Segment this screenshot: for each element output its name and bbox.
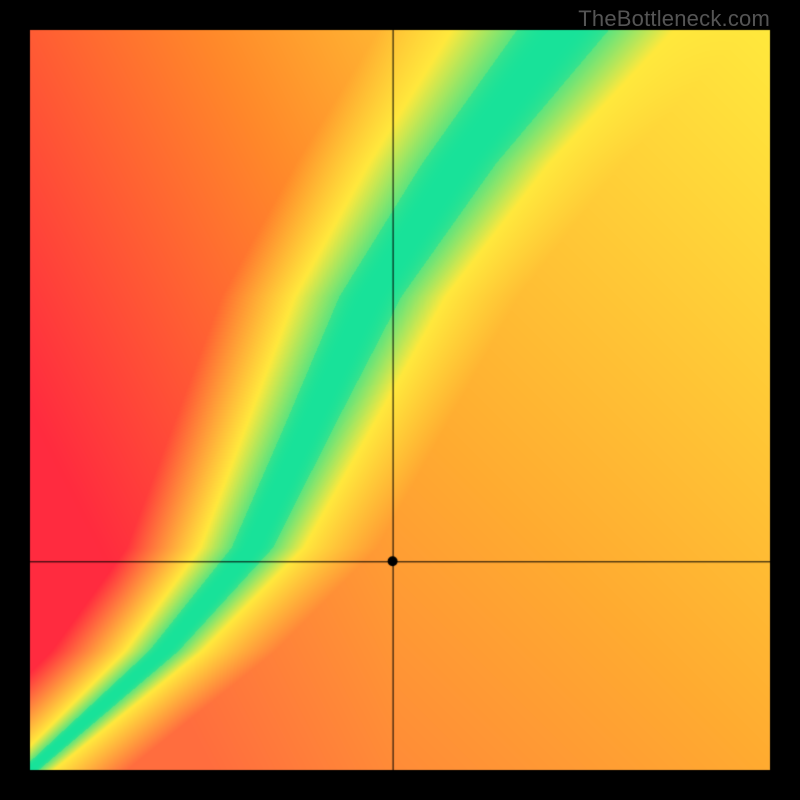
heatmap-canvas: [0, 0, 800, 800]
watermark-text: TheBottleneck.com: [578, 6, 770, 32]
chart-container: TheBottleneck.com: [0, 0, 800, 800]
